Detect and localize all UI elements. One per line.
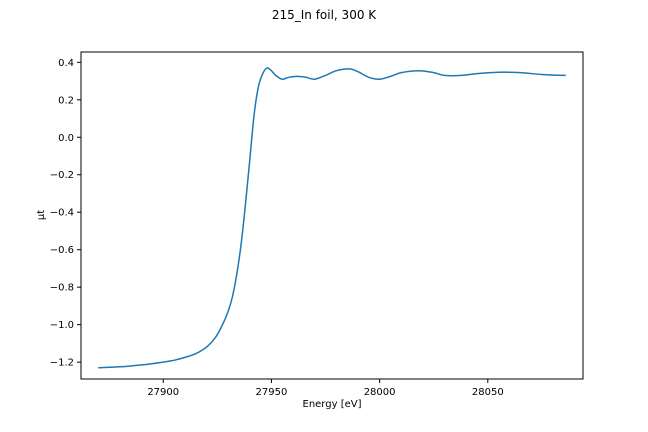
y-axis-ticks: −1.2 −1.0 −0.8 −0.6 −0.4 −0.2 0.0 0.2 0.4 (50, 58, 81, 369)
y-tick-label: −0.8 (50, 283, 74, 294)
y-tick-label: 0.0 (58, 133, 74, 144)
y-axis-label: μt (36, 210, 47, 220)
y-tick-label: 0.4 (58, 58, 74, 69)
y-tick-label: 0.2 (58, 95, 74, 106)
chart-title: 215_In foil, 300 K (271, 8, 377, 22)
series-line (98, 67, 566, 369)
plot-area-frame (80, 51, 584, 380)
y-tick-label: −1.2 (50, 358, 74, 369)
y-tick-label: −0.2 (50, 170, 74, 181)
x-axis-label: Energy [eV] (303, 399, 362, 410)
x-axis-ticks: 27900 27950 28000 28050 (147, 379, 504, 398)
x-tick-label: 27950 (256, 387, 288, 398)
x-tick-label: 28050 (472, 387, 504, 398)
x-tick-label: 27900 (147, 387, 179, 398)
y-tick-label: −0.6 (50, 245, 74, 256)
y-tick-label: −0.4 (50, 208, 74, 219)
x-tick-label: 28000 (364, 387, 396, 398)
y-tick-label: −1.0 (50, 320, 74, 331)
